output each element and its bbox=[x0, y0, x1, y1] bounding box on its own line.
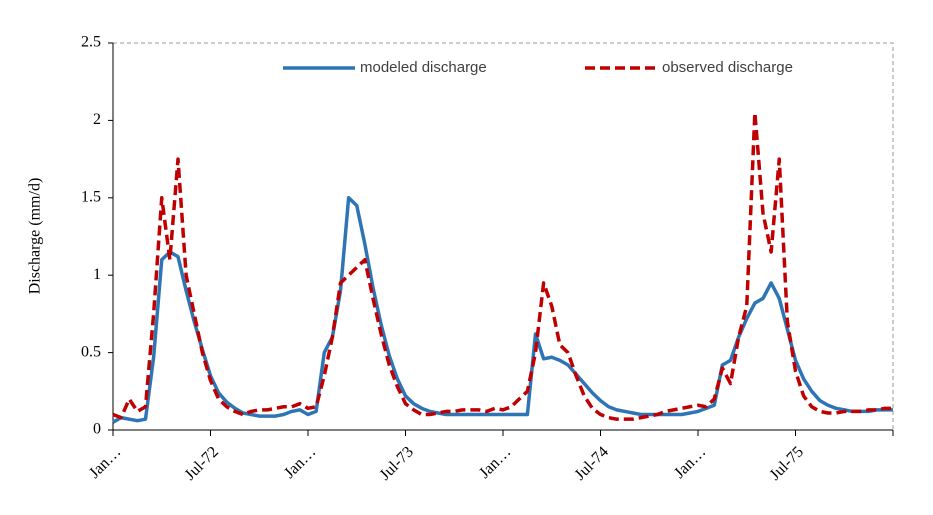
y-tick-label: 1.5 bbox=[81, 188, 101, 205]
plot-border bbox=[113, 42, 894, 430]
y-tick-label: 2 bbox=[93, 111, 101, 128]
series-line bbox=[112, 110, 893, 421]
legend-label: modeled discharge bbox=[360, 59, 487, 76]
y-tick-label: 0 bbox=[93, 421, 101, 438]
y-tick-label: 0.5 bbox=[81, 343, 101, 360]
legend-label: observed discharge bbox=[662, 59, 793, 76]
y-tick-label: 1 bbox=[93, 266, 101, 283]
y-tick-label: 2.5 bbox=[81, 34, 101, 51]
y-axis-label: Discharge (mm/d) bbox=[27, 178, 44, 295]
